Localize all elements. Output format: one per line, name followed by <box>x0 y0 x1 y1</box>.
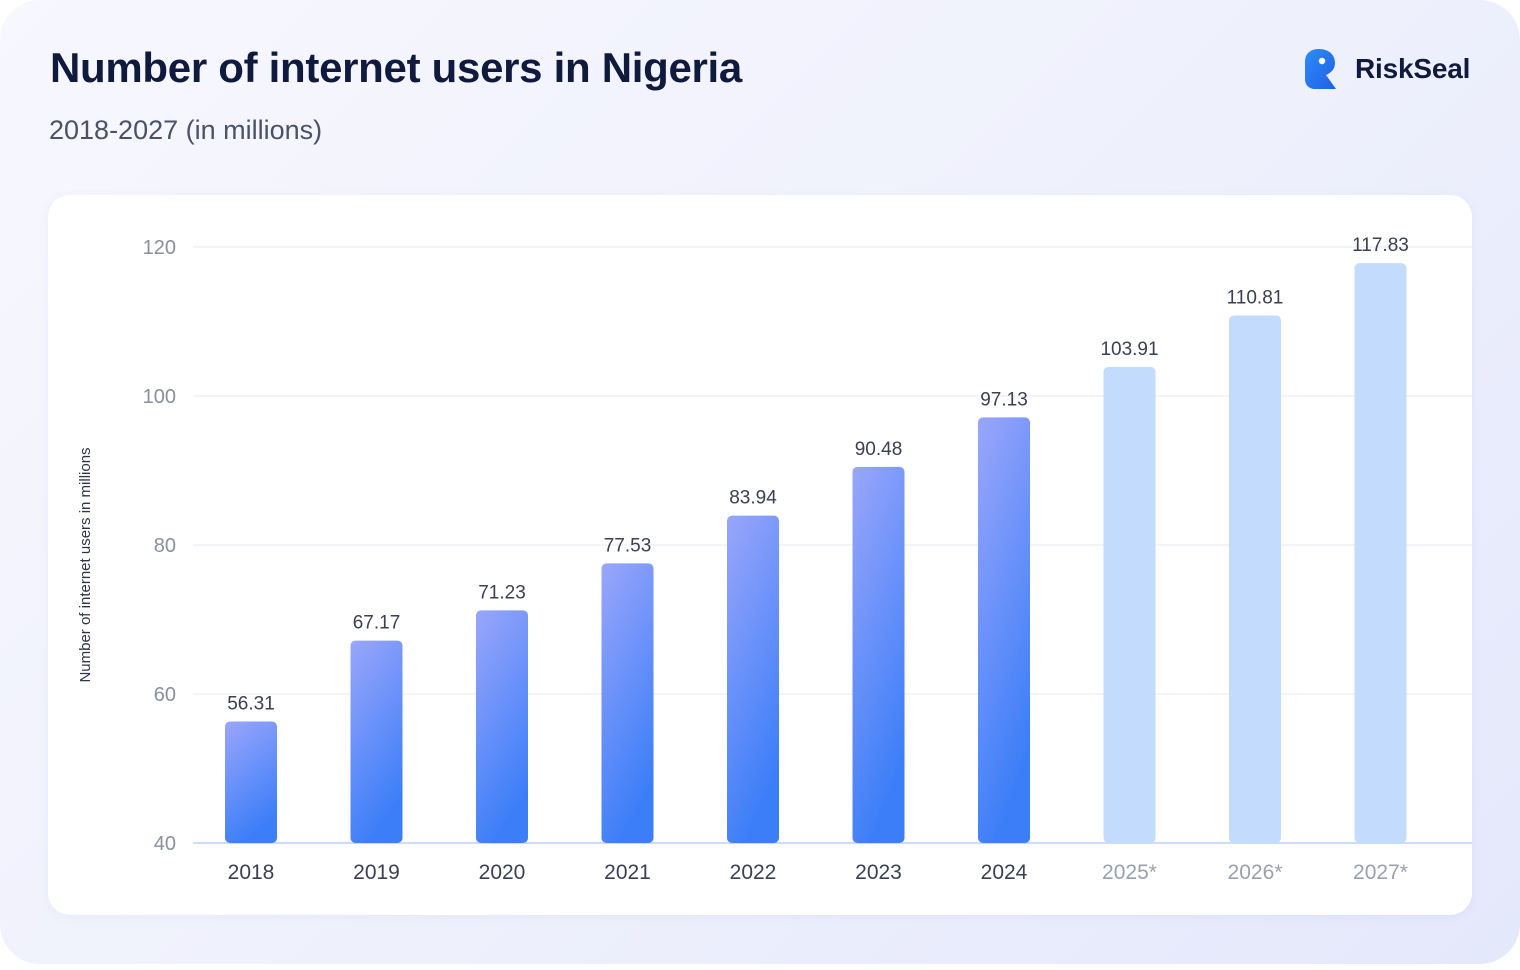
data-label: 90.48 <box>855 439 903 460</box>
brand-name: RiskSeal <box>1355 53 1471 84</box>
x-tick-label: 2022 <box>730 861 777 884</box>
x-tick-label: 2023 <box>855 861 902 884</box>
y-tick-label: 40 <box>154 833 176 855</box>
forecast-bar <box>1229 315 1281 843</box>
data-label: 56.31 <box>227 693 275 714</box>
bar <box>852 466 905 843</box>
bar <box>978 417 1030 843</box>
bar <box>350 640 403 843</box>
data-label: 103.91 <box>1100 339 1158 360</box>
x-tick-label: 2026* <box>1228 861 1283 884</box>
y-tick-label: 80 <box>154 535 176 557</box>
x-tick-label: 2018 <box>228 861 275 884</box>
data-label: 110.81 <box>1227 287 1284 308</box>
bar <box>225 721 277 843</box>
y-tick-label: 120 <box>143 237 176 259</box>
bar <box>476 610 528 843</box>
bar-chart: 40 60 80 100 120 56.31 67.17 71.23 77.53 83.94 90… <box>77 235 1472 884</box>
data-label: 97.13 <box>980 389 1028 410</box>
page-title: Number of internet users in Nigeria <box>50 44 742 91</box>
y-axis-tick-labels: 40 60 80 100 120 <box>143 237 176 855</box>
x-tick-label: 2021 <box>604 861 651 884</box>
data-label: 67.17 <box>353 613 401 634</box>
bar <box>601 563 654 843</box>
forecast-bar <box>1103 366 1156 843</box>
data-label: 71.23 <box>478 582 526 603</box>
bars <box>225 263 1407 843</box>
data-label: 83.94 <box>729 488 777 509</box>
x-tick-label: 2024 <box>981 861 1028 884</box>
y-tick-label: 100 <box>143 386 176 408</box>
x-tick-label: 2025* <box>1102 861 1157 884</box>
y-axis-label: Number of internet users in millions <box>77 447 94 682</box>
y-tick-label: 60 <box>154 684 176 706</box>
brand-logo: RiskSeal <box>1302 48 1470 90</box>
bar <box>727 515 779 843</box>
data-label: 117.83 <box>1352 235 1409 256</box>
forecast-bar <box>1354 263 1407 843</box>
data-label: 77.53 <box>604 535 652 556</box>
chart-card: 40 60 80 100 120 56.31 67.17 71.23 77.53 83.94 90… <box>48 195 1472 915</box>
data-labels: 56.31 67.17 71.23 77.53 83.94 90.48 97.13 103.9… <box>227 235 1409 714</box>
riskseal-logo-icon <box>1305 49 1336 89</box>
page-subtitle: 2018-2027 (in millions) <box>49 115 323 145</box>
x-tick-label: 2027* <box>1353 861 1408 884</box>
x-tick-label: 2020 <box>479 861 526 884</box>
x-tick-label: 2019 <box>353 861 400 884</box>
x-axis-tick-labels: 2018 2019 2020 2021 2022 2023 2024 2025* 2026* 20… <box>228 861 1408 884</box>
